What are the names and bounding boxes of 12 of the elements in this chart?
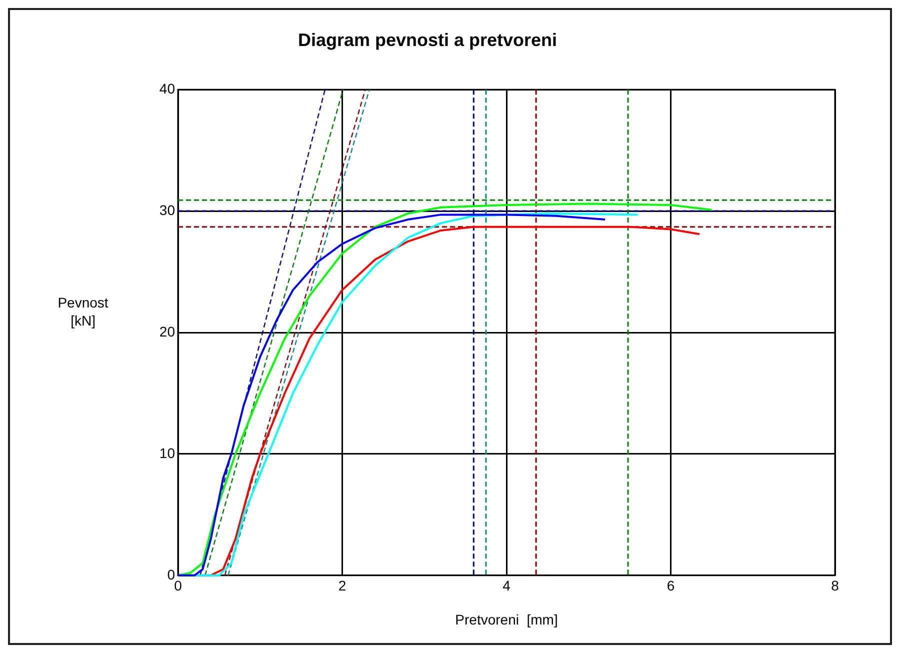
x-axis-title: Pretvoreni [mm] xyxy=(455,611,558,628)
y-tick-label: 40 xyxy=(159,80,176,96)
x-tick-label: 4 xyxy=(502,578,511,594)
y-tick-label: 0 xyxy=(167,566,176,582)
x-tick-label: 8 xyxy=(831,578,840,594)
x-tick-label: 6 xyxy=(666,578,675,594)
y-tick-label: 20 xyxy=(159,323,176,340)
y-tick-label: 30 xyxy=(159,202,176,218)
y-axis-title: Pevnost [kN] xyxy=(58,294,108,328)
chart-title: Diagram pevnosti a pretvoreni xyxy=(298,30,558,50)
y-tick-label: 10 xyxy=(159,444,176,461)
x-tick-label: 2 xyxy=(338,578,346,594)
